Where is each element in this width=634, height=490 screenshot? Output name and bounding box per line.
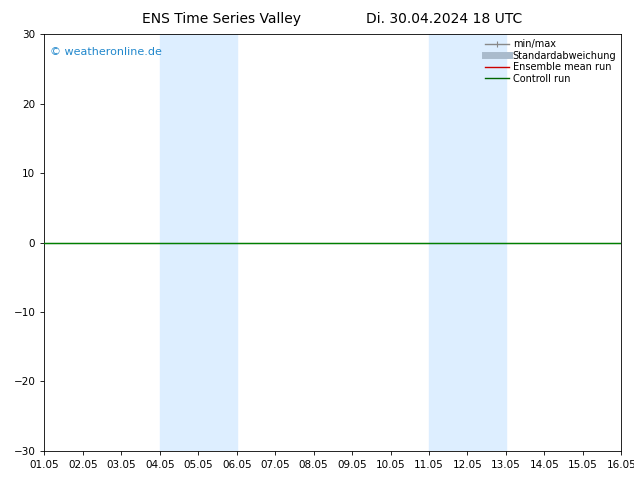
- Bar: [467, 34, 506, 451]
- Bar: [429, 34, 467, 451]
- Legend: min/max, Standardabweichung, Ensemble mean run, Controll run: min/max, Standardabweichung, Ensemble me…: [482, 37, 618, 85]
- Bar: [198, 34, 236, 451]
- Text: Di. 30.04.2024 18 UTC: Di. 30.04.2024 18 UTC: [366, 12, 522, 26]
- Text: ENS Time Series Valley: ENS Time Series Valley: [143, 12, 301, 26]
- Bar: [160, 34, 198, 451]
- Text: © weatheronline.de: © weatheronline.de: [50, 47, 162, 57]
